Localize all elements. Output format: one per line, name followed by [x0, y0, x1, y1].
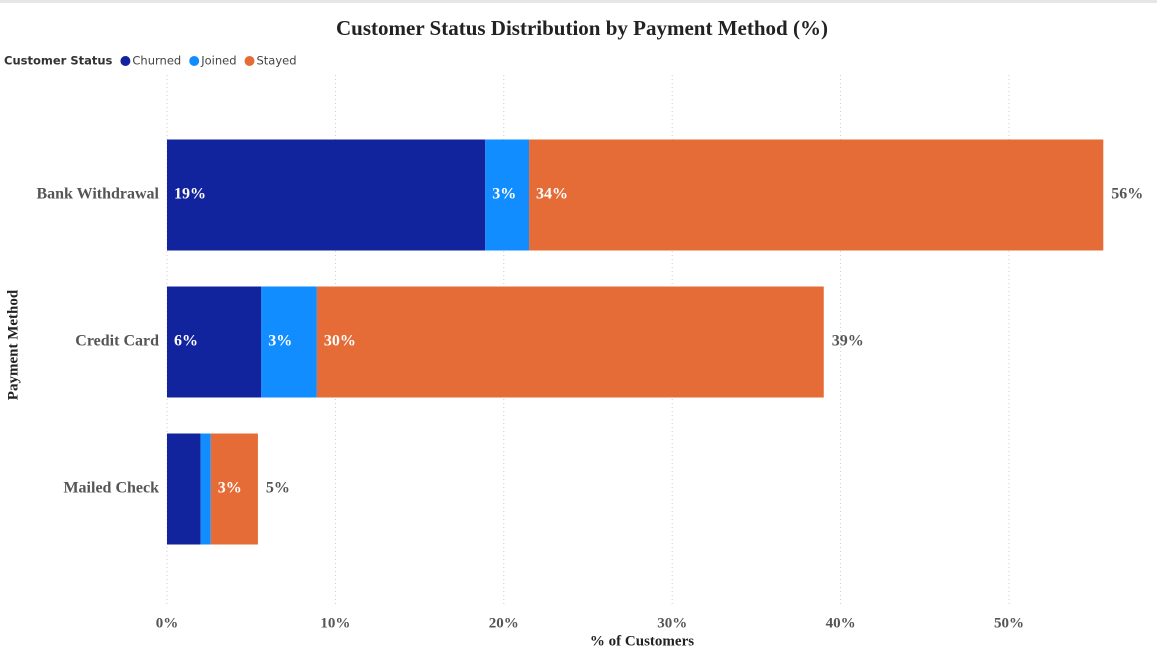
bar-segment [316, 286, 824, 398]
x-axis-title: % of Customers [590, 633, 694, 649]
y-tick-label: Bank Withdrawal [36, 186, 159, 203]
y-tick-label: Credit Card [75, 333, 159, 350]
data-label: 3% [268, 333, 292, 350]
x-tick-label: 30% [657, 615, 687, 631]
legend-label: Joined [200, 54, 236, 68]
chart-title: Customer Status Distribution by Payment … [336, 16, 828, 40]
total-label: 56% [1111, 186, 1143, 203]
data-label: 3% [218, 480, 242, 497]
legend-marker [244, 56, 255, 66]
legend-marker [120, 56, 131, 66]
y-tick-label: Mailed Check [63, 480, 159, 497]
top-border [0, 0, 1157, 3]
bar-segment [200, 433, 211, 545]
bar-segment [529, 139, 1104, 251]
legend-title: Customer Status [4, 54, 113, 68]
legend-marker [189, 56, 200, 66]
bar-segment [167, 433, 201, 545]
x-tick-label: 10% [320, 615, 350, 631]
y-axis-title: Payment Method [5, 289, 21, 400]
data-label: 6% [174, 333, 198, 350]
data-label: 3% [492, 186, 516, 203]
total-label: 5% [266, 480, 290, 497]
data-label: 19% [174, 186, 206, 203]
x-tick-label: 40% [826, 615, 856, 631]
legend-label: Churned [132, 54, 181, 68]
x-tick-label: 0% [156, 615, 179, 631]
x-tick-label: 50% [994, 615, 1024, 631]
bar-segment [485, 139, 530, 251]
bar-segment [167, 286, 262, 398]
data-label: 34% [536, 186, 568, 203]
legend-label: Stayed [257, 54, 297, 68]
total-label: 39% [832, 333, 864, 350]
bar-segment [210, 433, 258, 545]
data-label: 30% [324, 333, 356, 350]
x-tick-label: 20% [489, 615, 519, 631]
bar-segment [261, 286, 317, 398]
bar-segment [167, 139, 486, 251]
